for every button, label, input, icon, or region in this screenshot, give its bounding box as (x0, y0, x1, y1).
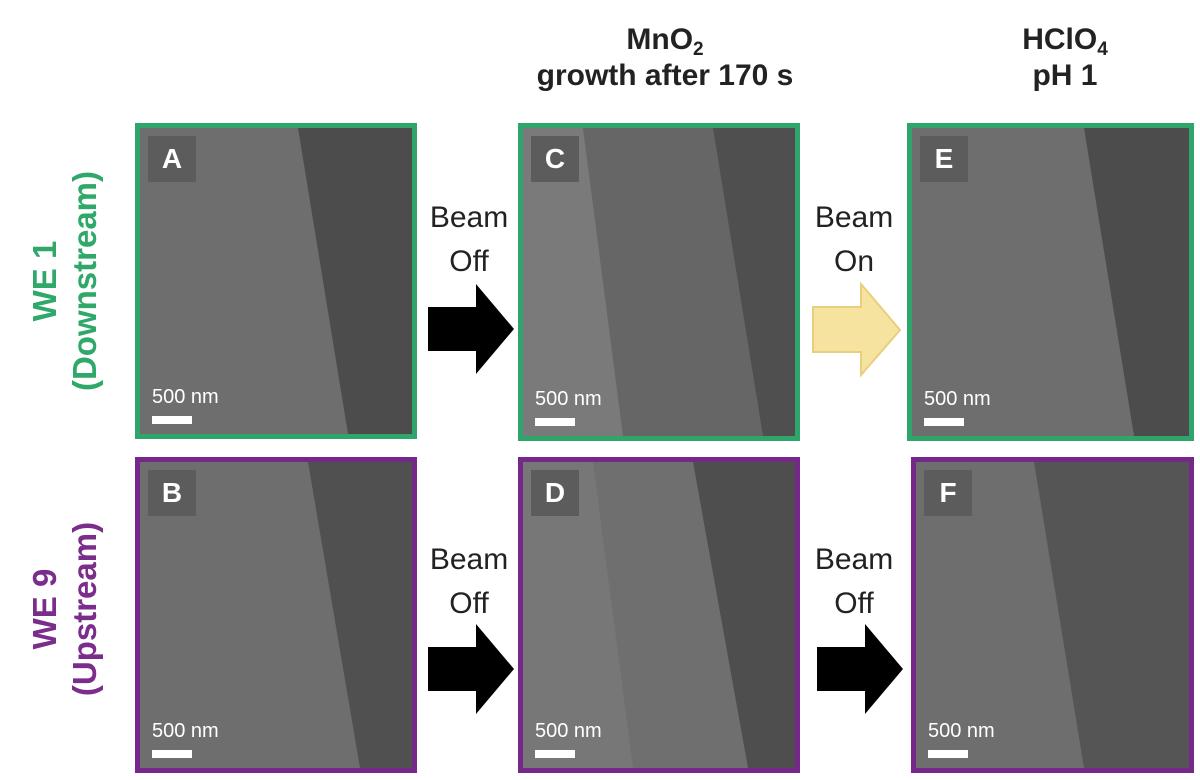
scale-label-e: 500 nm (924, 388, 991, 410)
header-mid-main: MnO (626, 23, 694, 56)
panel-letter-c: C (531, 136, 579, 182)
beam-off-label-bottom-right: Beam Off (804, 538, 904, 626)
row-label-we1-line2: (Downstream) (66, 170, 103, 392)
row-label-we9: WE 9 (Upstream) (25, 489, 105, 729)
arrow-shape (817, 624, 903, 714)
arrow-shape (812, 282, 902, 378)
beam-on-label-top-right: Beam On (804, 196, 904, 284)
right-arrow-icon (817, 624, 903, 714)
sem-image-a (140, 128, 412, 434)
scale-bar-d (535, 750, 575, 758)
right-arrow-icon (812, 282, 902, 378)
scale-bar-a (152, 416, 192, 424)
header-right-main: HClO (1022, 23, 1098, 56)
header-right-line2: pH 1 (1032, 59, 1098, 92)
arrow-shape (428, 284, 514, 374)
right-arrow-icon (428, 624, 514, 714)
header-hclo4: HClO4 pH 1 (990, 22, 1140, 94)
sem-panel-b: B 500 nm (135, 457, 417, 773)
beam-label-line1: Beam (429, 543, 509, 576)
scale-label-a: 500 nm (152, 386, 219, 408)
beam-label-line1: Beam (814, 543, 894, 576)
sem-panel-f: F 500 nm (911, 457, 1194, 773)
scale-label-c: 500 nm (535, 388, 602, 410)
sem-panel-e: E 500 nm (907, 123, 1194, 441)
sem-panel-d: D 500 nm (518, 457, 800, 773)
scale-label-f: 500 nm (928, 720, 995, 742)
panel-letter-b: B (148, 470, 196, 516)
panel-letter-a: A (148, 136, 196, 182)
scale-bar-b (152, 750, 192, 758)
row-label-we1: WE 1 (Downstream) (25, 161, 105, 401)
scale-label-d: 500 nm (535, 720, 602, 742)
beam-label-line1: Beam (814, 201, 894, 234)
arrow-shape (428, 624, 514, 714)
scale-bar-e (924, 418, 964, 426)
header-mnO2-growth: MnO2 growth after 170 s (505, 22, 825, 94)
right-arrow-icon (428, 284, 514, 374)
sem-panel-c: C 500 nm (518, 123, 800, 441)
sem-panel-a: A 500 nm (135, 123, 417, 439)
beam-label-line2: Off (449, 587, 489, 620)
beam-label-line1: Beam (429, 201, 509, 234)
header-mid-line2: growth after 170 s (536, 59, 794, 92)
panel-letter-f: F (924, 470, 972, 516)
scale-bar-c (535, 418, 575, 426)
panel-letter-e: E (920, 136, 968, 182)
beam-label-line2: Off (834, 587, 874, 620)
scale-label-b: 500 nm (152, 720, 219, 742)
beam-label-line2: On (833, 245, 875, 278)
header-right-sub: 4 (1097, 39, 1108, 60)
row-label-we1-line1: WE 1 (26, 240, 63, 322)
beam-off-label-top-left: Beam Off (419, 196, 519, 284)
scale-bar-f (928, 750, 968, 758)
beam-label-line2: Off (449, 245, 489, 278)
header-mid-sub: 2 (693, 39, 704, 60)
beam-off-label-bottom-left: Beam Off (419, 538, 519, 626)
row-label-we9-line1: WE 9 (26, 568, 63, 650)
row-label-we9-line2: (Upstream) (66, 521, 103, 697)
panel-letter-d: D (531, 470, 579, 516)
